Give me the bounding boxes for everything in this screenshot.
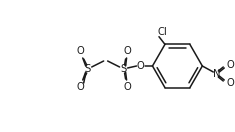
Text: O: O [137,61,145,71]
Text: O: O [226,60,234,70]
Text: N: N [212,69,220,79]
Text: O: O [124,82,131,92]
Text: O: O [77,46,85,56]
Text: O: O [226,78,234,88]
Text: S: S [85,64,91,74]
Text: O: O [124,46,131,56]
Text: Cl: Cl [157,27,167,37]
Text: O: O [77,82,85,92]
Text: S: S [121,64,127,74]
